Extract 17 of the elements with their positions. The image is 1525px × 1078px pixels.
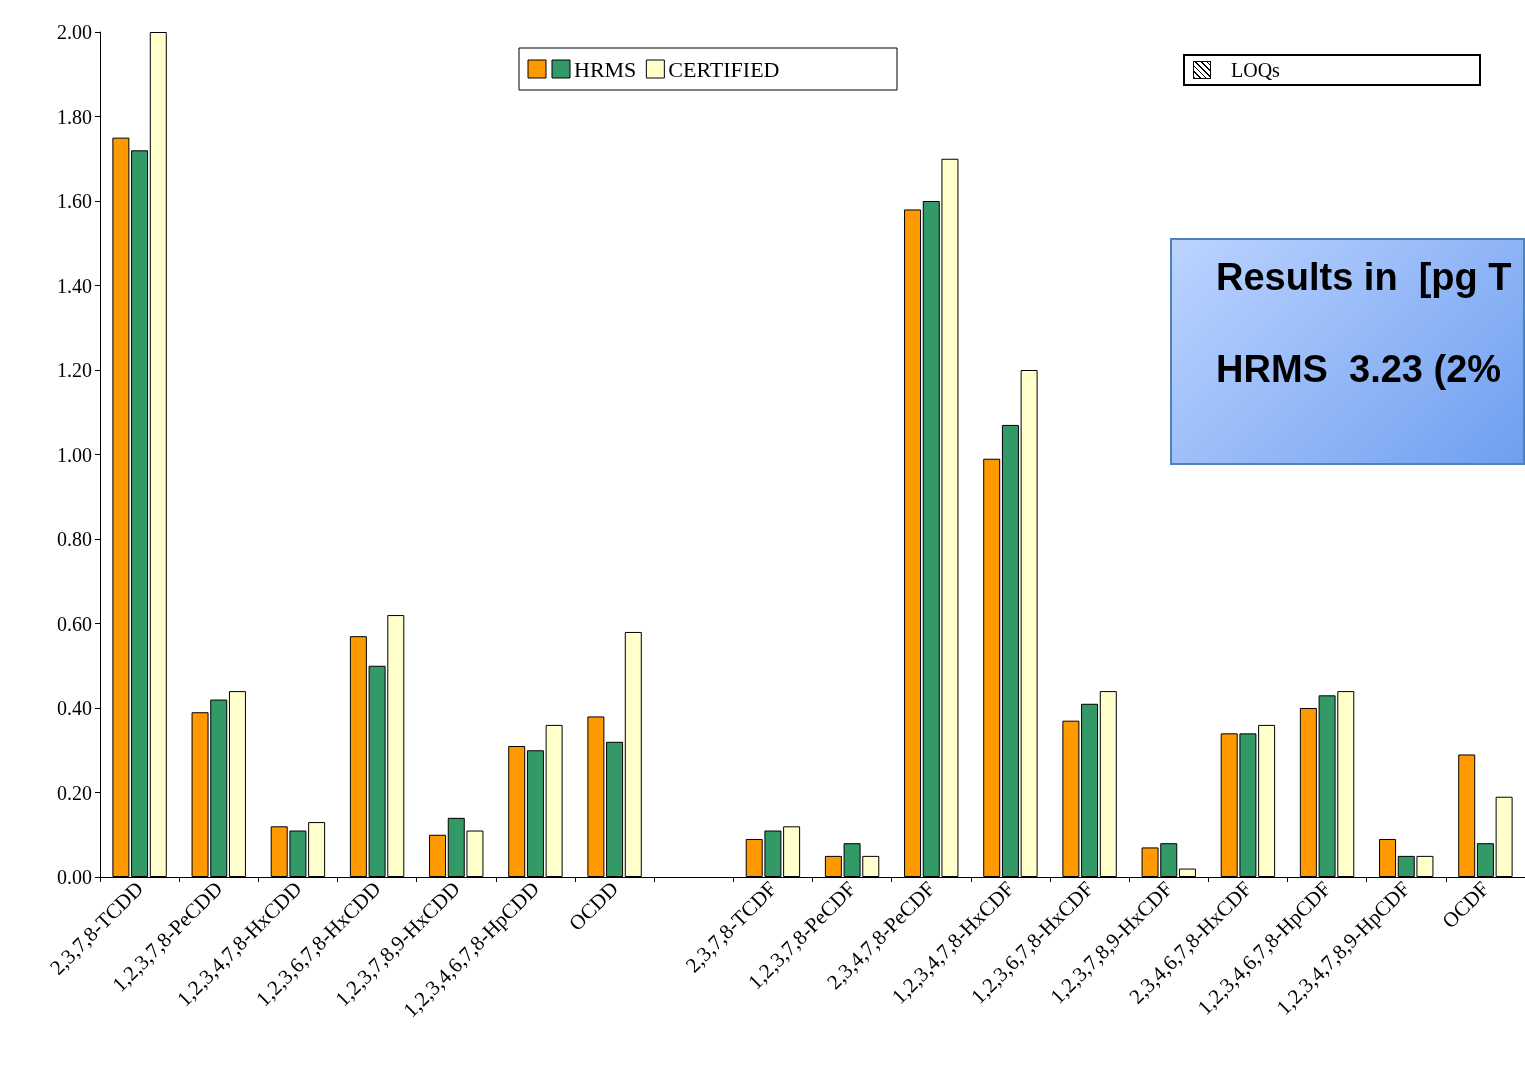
results-panel: Results in [pg T HRMS 3.23 (2% [1170, 238, 1525, 465]
y-tick-label: 0.20 [57, 781, 92, 804]
legend-label: CERTIFIED [668, 56, 780, 82]
y-tick-label: 1.40 [57, 274, 92, 297]
y-tick-label: 1.20 [57, 359, 92, 381]
annotation: Results in [pg T [1216, 255, 1513, 300]
y-tick-label: 0.60 [57, 612, 92, 635]
y-tick-label: 0.00 [57, 866, 92, 888]
y-tick-label: 1.00 [57, 443, 92, 466]
y-tick-label: 2.00 [57, 21, 92, 43]
y-tick-label: 1.60 [57, 190, 92, 212]
y-tick-label: 0.40 [57, 697, 92, 719]
annotation: LOQs [1231, 58, 1280, 82]
y-tick-label: 0.80 [57, 528, 92, 550]
legend-label: HRMS [574, 56, 637, 82]
y-tick-label: 1.80 [57, 105, 92, 128]
annotation: HRMS 3.23 (2% [1216, 347, 1503, 392]
